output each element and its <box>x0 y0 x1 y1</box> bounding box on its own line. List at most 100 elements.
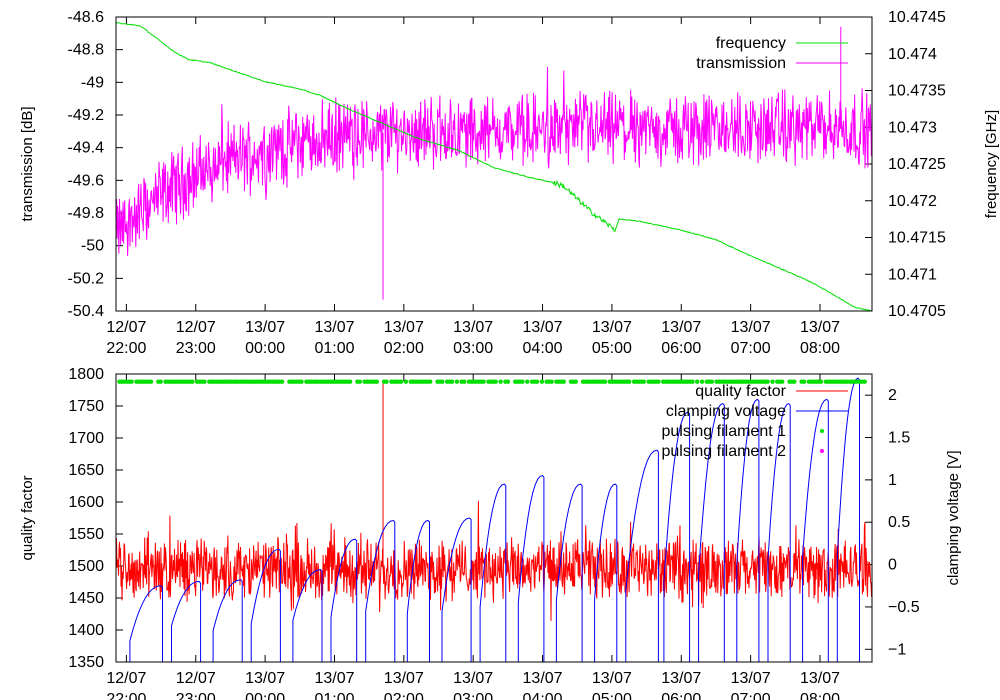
filament-1-dot <box>279 379 285 384</box>
legend-label-filament-1: pulsing filament 1 <box>661 423 786 440</box>
filament-1-dot <box>862 379 867 384</box>
legend-label-quality-factor: quality factor <box>695 383 786 400</box>
x-tick-date: 12/07 <box>106 319 146 336</box>
y-tick-label: 1450 <box>68 590 104 607</box>
filament-1-dot <box>656 379 661 384</box>
x-tick-date: 13/07 <box>245 670 285 687</box>
x-tick-time: 08:00 <box>800 340 840 357</box>
x-tick-date: 13/07 <box>453 670 493 687</box>
filament-1-dot <box>627 379 632 384</box>
y2-tick-label: 1.5 <box>888 430 910 447</box>
y2-tick-label: 1 <box>888 472 897 489</box>
filament-1-dot <box>158 379 163 384</box>
x-tick-time: 23:00 <box>176 340 216 357</box>
filament-1-dot <box>384 379 389 384</box>
x-tick-date: 13/07 <box>384 670 424 687</box>
top-panel: 12/07 22:00 12/07 23:00 13/07 00:00 13/07 01:00… <box>19 9 1000 357</box>
filament-1-dot <box>398 379 404 384</box>
y-axis-label: quality factor <box>19 475 36 560</box>
legend-label-transmission: transmission <box>696 55 786 72</box>
y-tick-label: 1550 <box>68 526 104 543</box>
y-tick-label: -48.8 <box>68 42 105 59</box>
filament-1-dot <box>454 379 460 384</box>
filament-1-dot <box>498 379 503 384</box>
filament-1-dot <box>780 379 785 384</box>
y2-tick-label: 10.472 <box>888 193 937 210</box>
y2-tick-label: 0 <box>888 557 897 574</box>
y-tick-label: 1700 <box>68 430 104 447</box>
y2-tick-label: 2 <box>888 387 897 404</box>
filament-1-dot <box>792 379 797 384</box>
y2-tick-label: 10.471 <box>888 266 937 283</box>
y-tick-label: -49.2 <box>68 107 105 124</box>
filament-1-dot <box>690 379 695 384</box>
y-tick-label: 1800 <box>68 366 104 383</box>
x-tick-time: 03:00 <box>453 340 493 357</box>
x-tick-date: 13/07 <box>523 670 563 687</box>
filament-1-dot <box>561 379 566 384</box>
transmission-line <box>115 66 873 257</box>
y2-tick-label: 10.4715 <box>888 230 946 247</box>
filament-1-dot <box>428 379 433 384</box>
y-tick-label: -49 <box>81 74 104 91</box>
filament-1-dot <box>129 379 134 384</box>
x-tick-date: 13/07 <box>384 319 424 336</box>
x-tick-date: 13/07 <box>661 670 701 687</box>
y-tick-label: 1650 <box>68 462 104 479</box>
x-tick-time: 02:00 <box>384 691 424 700</box>
filament-1-dot <box>801 379 807 384</box>
x-tick-date: 13/07 <box>314 670 354 687</box>
filament-1-dot <box>148 379 154 384</box>
bottom-panel: 12/07 22:00 12/07 23:00 13/07 00:00 13/07 01:00… <box>19 366 962 700</box>
y-tick-label: -49.4 <box>68 140 105 157</box>
legend-label-clamping-voltage: clamping voltage <box>666 403 786 420</box>
filament-1-dot <box>449 379 455 384</box>
frequency-line <box>115 22 873 312</box>
x-tick-time: 06:00 <box>661 340 701 357</box>
x-tick-time: 23:00 <box>176 691 216 700</box>
x-tick-time: 02:00 <box>384 340 424 357</box>
filament-1-dot <box>462 379 467 384</box>
y2-tick-label: −0.5 <box>888 599 920 616</box>
filament-1-dot <box>520 379 525 384</box>
x-tick-time: 03:00 <box>453 691 493 700</box>
y-tick-label: -49.8 <box>68 205 105 222</box>
x-tick-time: 07:00 <box>731 340 771 357</box>
filament-1-dot <box>765 379 770 384</box>
x-tick-time: 08:00 <box>800 691 840 700</box>
x-tick-date: 13/07 <box>245 319 285 336</box>
filament-1-dot <box>505 379 511 384</box>
x-tick-time: 04:00 <box>523 691 563 700</box>
x-tick-time: 00:00 <box>245 691 285 700</box>
x-tick-date: 13/07 <box>592 670 632 687</box>
top-plot-frame <box>115 16 873 312</box>
y2-axis-label: clamping voltage [V] <box>945 450 962 585</box>
y2-tick-label: 10.4735 <box>888 83 946 100</box>
filament-1-dot <box>190 379 195 384</box>
legend-swatch-filament-1 <box>820 429 824 433</box>
filament-1-dot <box>374 379 379 384</box>
x-tick-date: 12/07 <box>106 670 146 687</box>
y2-tick-label: 10.474 <box>888 46 937 63</box>
x-tick-date: 13/07 <box>661 319 701 336</box>
filament-1-dot <box>641 379 646 384</box>
filament-1-dot <box>534 379 540 384</box>
filament-1-dot <box>525 379 530 384</box>
filament-1-dot <box>403 379 409 384</box>
y2-tick-label: 10.4705 <box>888 303 946 320</box>
legend-label-filament-2: pulsing filament 2 <box>661 443 786 460</box>
bottom-plot-frame <box>115 373 873 663</box>
legend-swatch-filament-2 <box>820 449 824 453</box>
x-tick-date: 12/07 <box>176 319 216 336</box>
y2-tick-label: 10.4745 <box>888 9 946 26</box>
y-tick-label: 1600 <box>68 494 104 511</box>
y-tick-label: -49.6 <box>68 172 105 189</box>
filament-1-dot <box>347 379 353 384</box>
filament-1-dot <box>440 379 445 384</box>
filament-1-dot <box>602 379 608 384</box>
filament-1-dot <box>770 379 775 384</box>
x-tick-date: 13/07 <box>800 670 840 687</box>
y-tick-label: 1500 <box>68 558 104 575</box>
y-tick-label: -50.4 <box>68 303 105 320</box>
